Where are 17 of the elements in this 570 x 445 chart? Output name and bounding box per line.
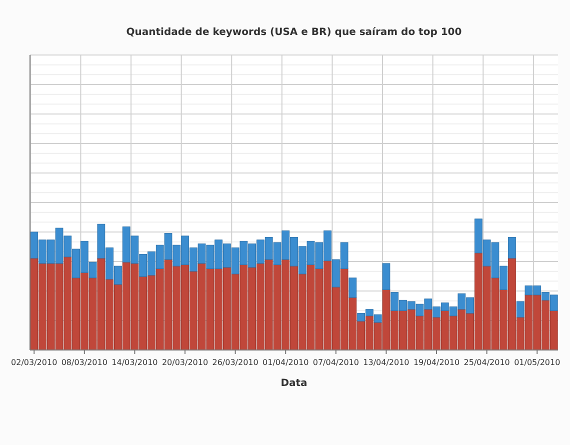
x-tick-label: 26/03/2010 bbox=[212, 358, 258, 367]
x-tick-label: 01/04/2010 bbox=[262, 358, 309, 367]
x-tick-label: 13/04/2010 bbox=[363, 358, 410, 367]
x-axis-title: Data bbox=[280, 378, 308, 389]
x-tick-label: 01/05/2010 bbox=[514, 358, 560, 367]
x-tick-label: 19/04/2010 bbox=[413, 358, 460, 367]
x-tick-label: 25/04/2010 bbox=[464, 358, 510, 367]
x-tick-label: 20/03/2010 bbox=[162, 358, 208, 367]
bar bbox=[516, 301, 524, 318]
bar bbox=[508, 236, 516, 258]
x-tick-label: 14/03/2010 bbox=[112, 358, 158, 367]
x-tick-label: 08/03/2010 bbox=[61, 358, 108, 367]
bar bbox=[348, 278, 357, 298]
x-tick-label: 07/04/2010 bbox=[312, 358, 359, 367]
chart-title: Quantidade de keywords (USA e BR) que saíram do top 100 bbox=[126, 27, 462, 38]
x-tick-label: 02/03/2010 bbox=[11, 358, 58, 367]
bar bbox=[382, 263, 390, 290]
